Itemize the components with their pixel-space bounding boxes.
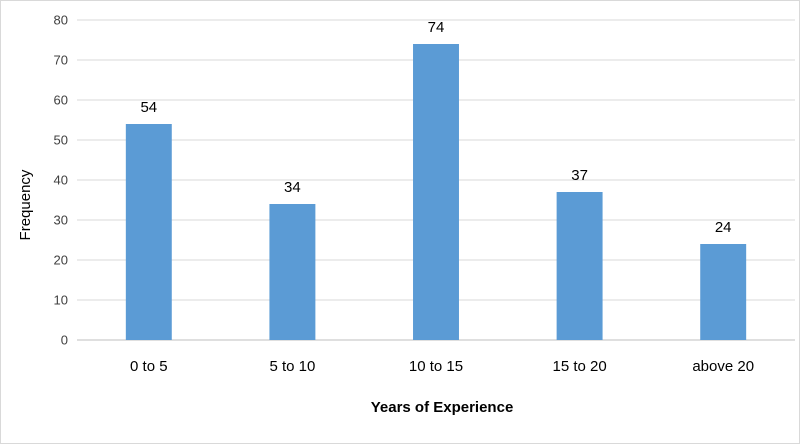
y-axis-ticks: 0 10 20 30 40 50 60 70 80 bbox=[54, 13, 68, 348]
x-tick-label-15-to-20: 15 to 20 bbox=[552, 358, 606, 375]
y-tick-label-0: 0 bbox=[61, 333, 68, 348]
y-tick-label-50: 50 bbox=[54, 133, 68, 148]
y-axis-title: Frequency bbox=[17, 169, 34, 240]
bars bbox=[125, 44, 747, 340]
data-label-15-to-20: 37 bbox=[571, 167, 588, 184]
y-tick-label-20: 20 bbox=[54, 253, 68, 268]
y-tick-label-40: 40 bbox=[54, 173, 68, 188]
x-axis-ticks: 0 to 5 5 to 10 10 to 15 15 to 20 above 20 bbox=[130, 358, 754, 375]
x-tick-label-above-20: above 20 bbox=[692, 358, 754, 375]
bar-above-20 bbox=[700, 244, 747, 340]
bar-15-to-20 bbox=[556, 192, 603, 340]
data-labels: 54 34 74 37 24 bbox=[140, 19, 731, 236]
data-label-above-20: 24 bbox=[715, 219, 732, 236]
bar-5-to-10 bbox=[269, 204, 316, 340]
data-label-5-to-10: 34 bbox=[284, 179, 301, 196]
bar-10-to-15 bbox=[413, 44, 459, 340]
y-tick-label-30: 30 bbox=[54, 213, 68, 228]
x-axis-title: Years of Experience bbox=[371, 399, 514, 416]
x-tick-label-5-to-10: 5 to 10 bbox=[269, 358, 315, 375]
y-tick-label-70: 70 bbox=[54, 53, 68, 68]
x-tick-label-10-to-15: 10 to 15 bbox=[409, 358, 463, 375]
x-tick-label-0-to-5: 0 to 5 bbox=[130, 358, 168, 375]
y-tick-label-60: 60 bbox=[54, 93, 68, 108]
y-tick-label-80: 80 bbox=[54, 13, 68, 28]
y-tick-label-10: 10 bbox=[54, 293, 68, 308]
bar-0-to-5 bbox=[125, 124, 172, 340]
data-label-0-to-5: 54 bbox=[140, 99, 157, 116]
data-label-10-to-15: 74 bbox=[428, 19, 445, 36]
